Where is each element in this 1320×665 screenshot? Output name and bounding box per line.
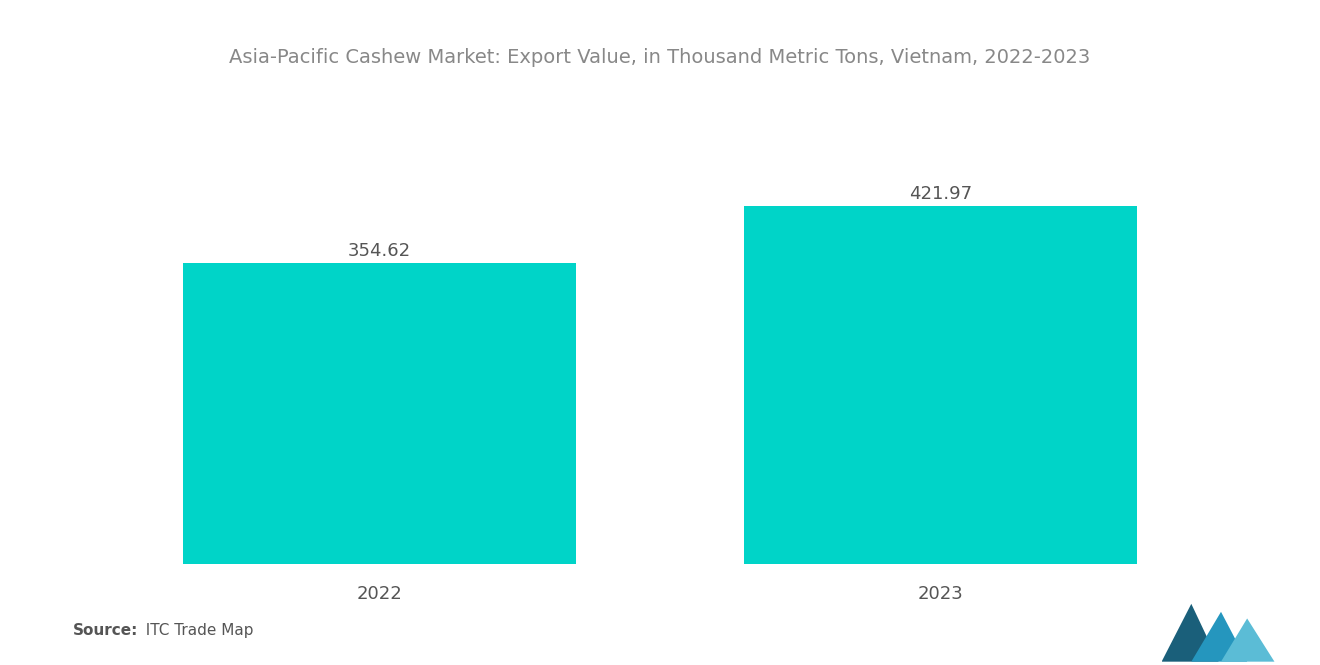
Polygon shape xyxy=(1191,612,1247,662)
Text: 354.62: 354.62 xyxy=(348,242,411,260)
Polygon shape xyxy=(1221,618,1274,662)
Text: ITC Trade Map: ITC Trade Map xyxy=(136,623,253,638)
Polygon shape xyxy=(1162,604,1218,662)
Title: Asia-Pacific Cashew Market: Export Value, in Thousand Metric Tons, Vietnam, 2022: Asia-Pacific Cashew Market: Export Value… xyxy=(230,49,1090,67)
Bar xyxy=(744,205,1137,564)
Text: 421.97: 421.97 xyxy=(909,185,972,203)
Text: Source:: Source: xyxy=(73,623,139,638)
Bar xyxy=(183,263,576,564)
